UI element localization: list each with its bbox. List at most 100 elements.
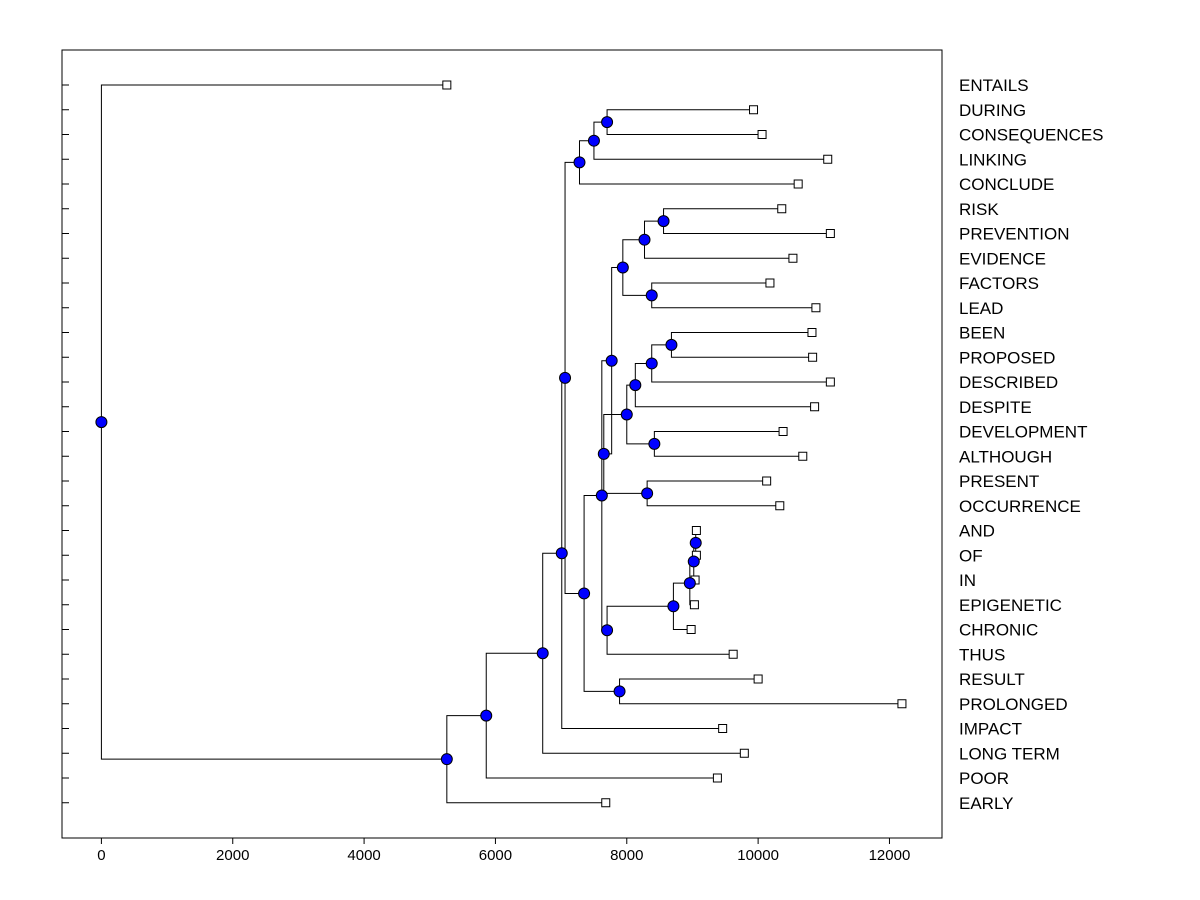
leaf-label: EVIDENCE [959, 249, 1046, 268]
cluster-node [440, 753, 453, 766]
cluster-node [620, 408, 633, 421]
dendrogram-link [593, 121, 828, 160]
dendrogram-links [100, 84, 902, 804]
dendrogram-link [542, 552, 745, 754]
leaf-label: BEEN [959, 324, 1005, 343]
leaf-marker [749, 105, 759, 115]
leaf-label: CHRONIC [959, 621, 1038, 640]
cluster-node [667, 600, 680, 613]
leaf-marker [686, 625, 696, 634]
leaf-marker [777, 204, 787, 214]
leaf-marker [765, 278, 775, 288]
leaf-marker [808, 352, 818, 362]
cluster-node [480, 709, 493, 722]
leaf-label: DEVELOPMENT [959, 423, 1087, 442]
leaf-marker [753, 674, 763, 684]
cluster-node [648, 437, 661, 450]
leaf-label: AND [959, 522, 995, 541]
leaf-label: IMPACT [959, 720, 1022, 739]
cluster-node [605, 354, 618, 367]
leaf-label: ENTAILS [959, 76, 1029, 95]
leaf-marker [825, 229, 835, 238]
leaf-label: ALTHOUGH [959, 447, 1052, 466]
leaf-marker [689, 600, 699, 610]
leaf-label: EARLY [959, 794, 1014, 813]
dendrogram-link [634, 362, 815, 408]
leaf-marker [823, 154, 833, 164]
cluster-node [536, 647, 549, 660]
leaf-label: THUS [959, 645, 1005, 664]
cluster-node [689, 536, 702, 549]
leaf-label: DURING [959, 101, 1026, 120]
cluster-node [597, 447, 610, 460]
cluster-node [559, 371, 572, 384]
leaf-marker [778, 427, 788, 436]
cluster-node [555, 547, 568, 560]
leaf-label: OF [959, 546, 983, 565]
leaf-marker [718, 724, 728, 733]
leaf-label: DESPITE [959, 398, 1032, 417]
dendrogram-link [606, 605, 734, 655]
x-tick-label: 10000 [737, 847, 779, 864]
leaf-label: PRESENT [959, 472, 1039, 491]
cluster-node [95, 416, 108, 429]
dendrogram-link [644, 220, 793, 259]
x-tick-label: 0 [97, 847, 105, 864]
cluster-node [616, 261, 629, 274]
leaf-markers [442, 80, 907, 808]
dendrogram-link [670, 332, 813, 358]
leaf-marker [788, 253, 798, 263]
cluster-node [638, 233, 651, 246]
leaf-marker [793, 179, 803, 189]
dendrogram-link [663, 208, 831, 234]
dendrogram-link [578, 140, 799, 185]
cluster-node [601, 116, 614, 129]
x-tick-label: 8000 [610, 847, 643, 864]
leaf-label: RISK [959, 200, 999, 219]
leaf-marker [811, 303, 821, 313]
leaf-marker [712, 773, 722, 783]
leaf-label: LONG TERM [959, 744, 1060, 763]
cluster-node [601, 624, 614, 637]
x-axis: 0 2000 4000 6000 8000 10000 12000 [97, 838, 910, 864]
cluster-node [573, 156, 586, 169]
cluster-node [641, 487, 654, 500]
dendrogram-link [485, 652, 718, 779]
left-tick-marks [62, 84, 69, 804]
cluster-node [629, 379, 642, 392]
x-tick-label: 6000 [479, 847, 512, 864]
leaf-marker [601, 798, 611, 808]
leaf-label: POOR [959, 769, 1009, 788]
leaf-marker [775, 501, 785, 511]
dendrogram-link [646, 480, 780, 507]
leaf-marker [728, 649, 738, 659]
dendrogram-link [606, 109, 763, 135]
leaf-marker [442, 80, 452, 90]
x-tick-label: 2000 [216, 847, 249, 864]
cluster-node [683, 577, 696, 590]
leaf-marker [810, 402, 820, 412]
leaf-marker [757, 130, 767, 139]
x-tick-label: 4000 [347, 847, 380, 864]
dendrogram-link [100, 84, 447, 760]
leaf-label: EPIGENETIC [959, 596, 1062, 615]
leaf-marker [691, 526, 701, 535]
node-markers [95, 116, 702, 766]
cluster-node [645, 289, 658, 302]
dendrogram-link [651, 344, 831, 383]
leaf-label: CONSEQUENCES [959, 126, 1104, 145]
leaf-marker [897, 699, 907, 709]
cluster-node [595, 489, 608, 502]
leaf-label: LINKING [959, 150, 1027, 169]
dendrogram-link [651, 282, 816, 309]
leaf-label: LEAD [959, 299, 1003, 318]
cluster-node [657, 215, 670, 228]
cluster-node [613, 685, 626, 698]
leaf-label: IN [959, 571, 976, 590]
leaf-label: PREVENTION [959, 225, 1070, 244]
cluster-node [665, 338, 678, 351]
cluster-node [578, 587, 591, 600]
leaf-label: DESCRIBED [959, 373, 1058, 392]
leaf-label: RESULT [959, 670, 1025, 689]
